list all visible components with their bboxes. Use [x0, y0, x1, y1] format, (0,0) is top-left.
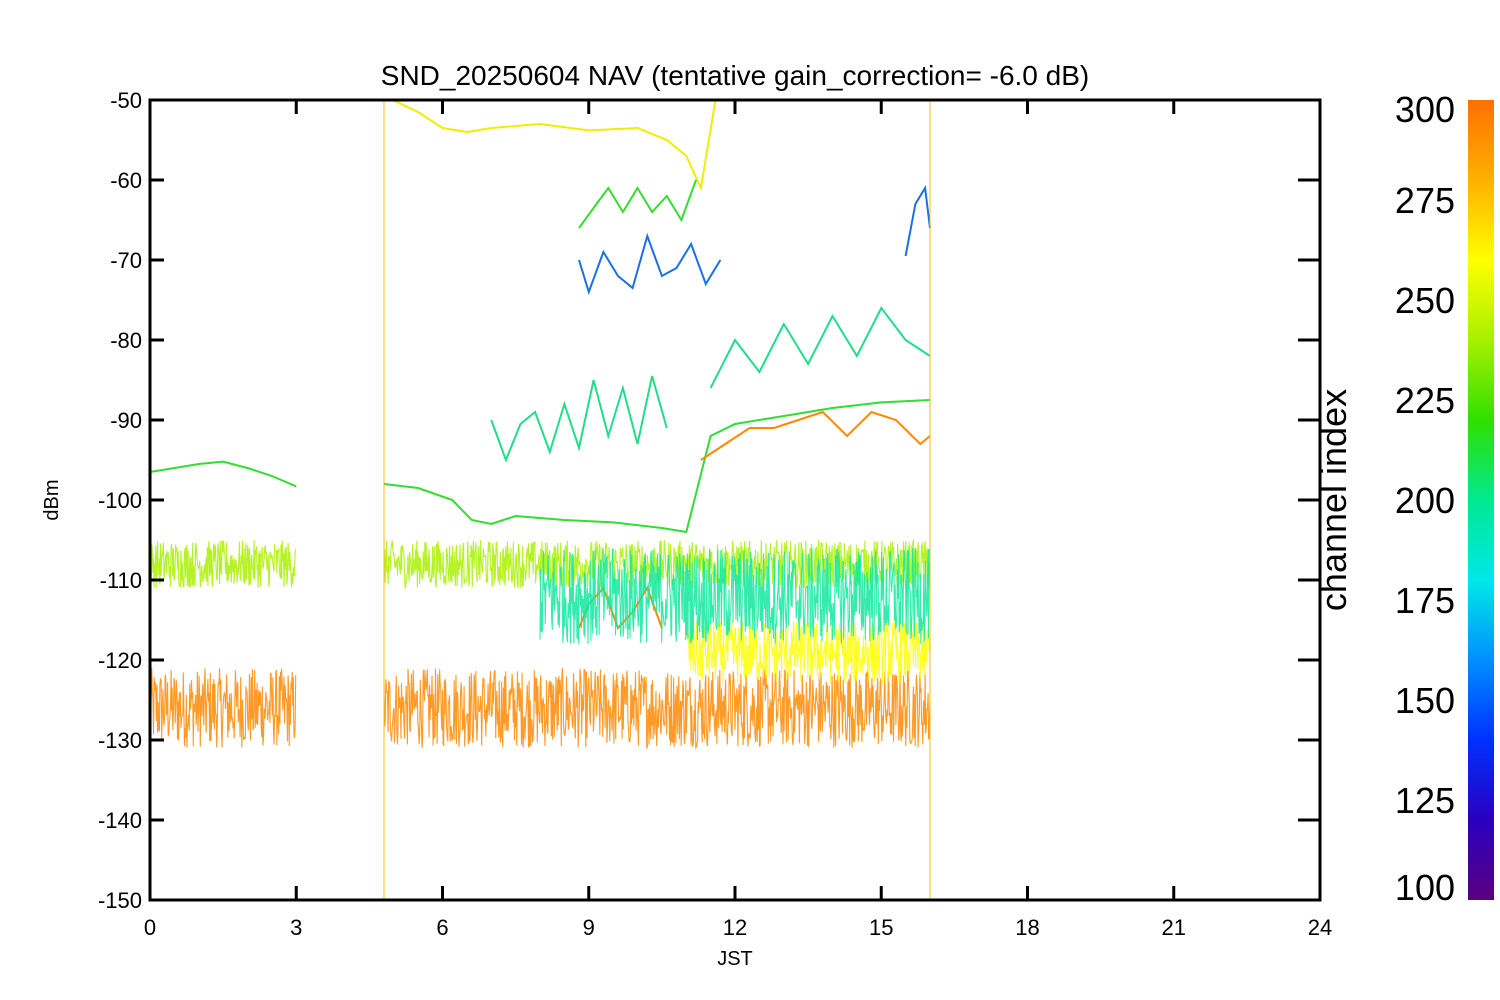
- x-tick-label: 0: [144, 915, 156, 940]
- series-215-line: [709, 306, 931, 389]
- colorbar-tick-label: 300: [1395, 89, 1455, 130]
- series-145-line: [904, 185, 931, 257]
- y-tick-label: -130: [98, 728, 142, 753]
- y-tick-label: -100: [98, 488, 142, 513]
- x-tick-label: 21: [1162, 915, 1186, 940]
- y-tick-label: -70: [110, 248, 142, 273]
- colorbar-label: channel index: [1313, 389, 1354, 611]
- y-tick-label: -150: [98, 888, 142, 913]
- x-tick-label: 18: [1015, 915, 1039, 940]
- series-215-line: [490, 375, 668, 463]
- x-tick-label: 9: [583, 915, 595, 940]
- y-tick-label: -120: [98, 648, 142, 673]
- series-230-line: [383, 399, 931, 534]
- colorbar-ticks: 300 275 250 225 200 175 150 125 100: [1395, 89, 1455, 908]
- colorbar-tick-label: 100: [1395, 867, 1455, 908]
- y-tick-label: -60: [110, 168, 142, 193]
- series-205-band: [539, 548, 931, 644]
- colorbar-tick-label: 175: [1395, 580, 1455, 621]
- colorbar-tick-label: 200: [1395, 480, 1455, 521]
- chart-title: SND_20250604 NAV (tentative gain_correct…: [381, 60, 1089, 91]
- series-240-band: [150, 539, 297, 589]
- colorbar-tick-label: 275: [1395, 180, 1455, 221]
- colorbar: [1468, 100, 1494, 900]
- colorbar-tick-label: 125: [1395, 780, 1455, 821]
- y-tick-label: -140: [98, 808, 142, 833]
- colorbar-tick-label: 250: [1395, 280, 1455, 321]
- colorbar-tick-label: 225: [1395, 380, 1455, 421]
- y-tick-label: -50: [110, 88, 142, 113]
- y-tick-label: -90: [110, 408, 142, 433]
- x-tick-label: 15: [869, 915, 893, 940]
- plot-area: [150, 100, 931, 900]
- series-235-line: [578, 179, 697, 229]
- x-axis-label: JST: [717, 948, 753, 970]
- series-145-line: [578, 232, 722, 296]
- plot-frame: [148, 98, 1322, 902]
- x-tick-label: 3: [290, 915, 302, 940]
- colorbar-tick-label: 150: [1395, 680, 1455, 721]
- series-270-line: [390, 100, 717, 192]
- y-axis: -50 -60 -70 -80 -90 -100 -110 -120 -130 -140 -150: [98, 88, 1320, 913]
- x-axis: 0 3 6 9 12 15 18 21 24: [144, 100, 1332, 940]
- series-280-band: [383, 668, 931, 750]
- series-265-band: [685, 619, 931, 684]
- y-tick-label: -110: [100, 568, 142, 593]
- y-axis-label: dBm: [41, 479, 63, 520]
- series-280-band: [150, 668, 297, 748]
- x-tick-label: 12: [723, 915, 747, 940]
- x-tick-label: 6: [436, 915, 448, 940]
- series-282-line: [700, 410, 931, 461]
- y-tick-label: -80: [110, 328, 142, 353]
- series-230-line: [150, 460, 297, 488]
- x-tick-label: 24: [1308, 915, 1332, 940]
